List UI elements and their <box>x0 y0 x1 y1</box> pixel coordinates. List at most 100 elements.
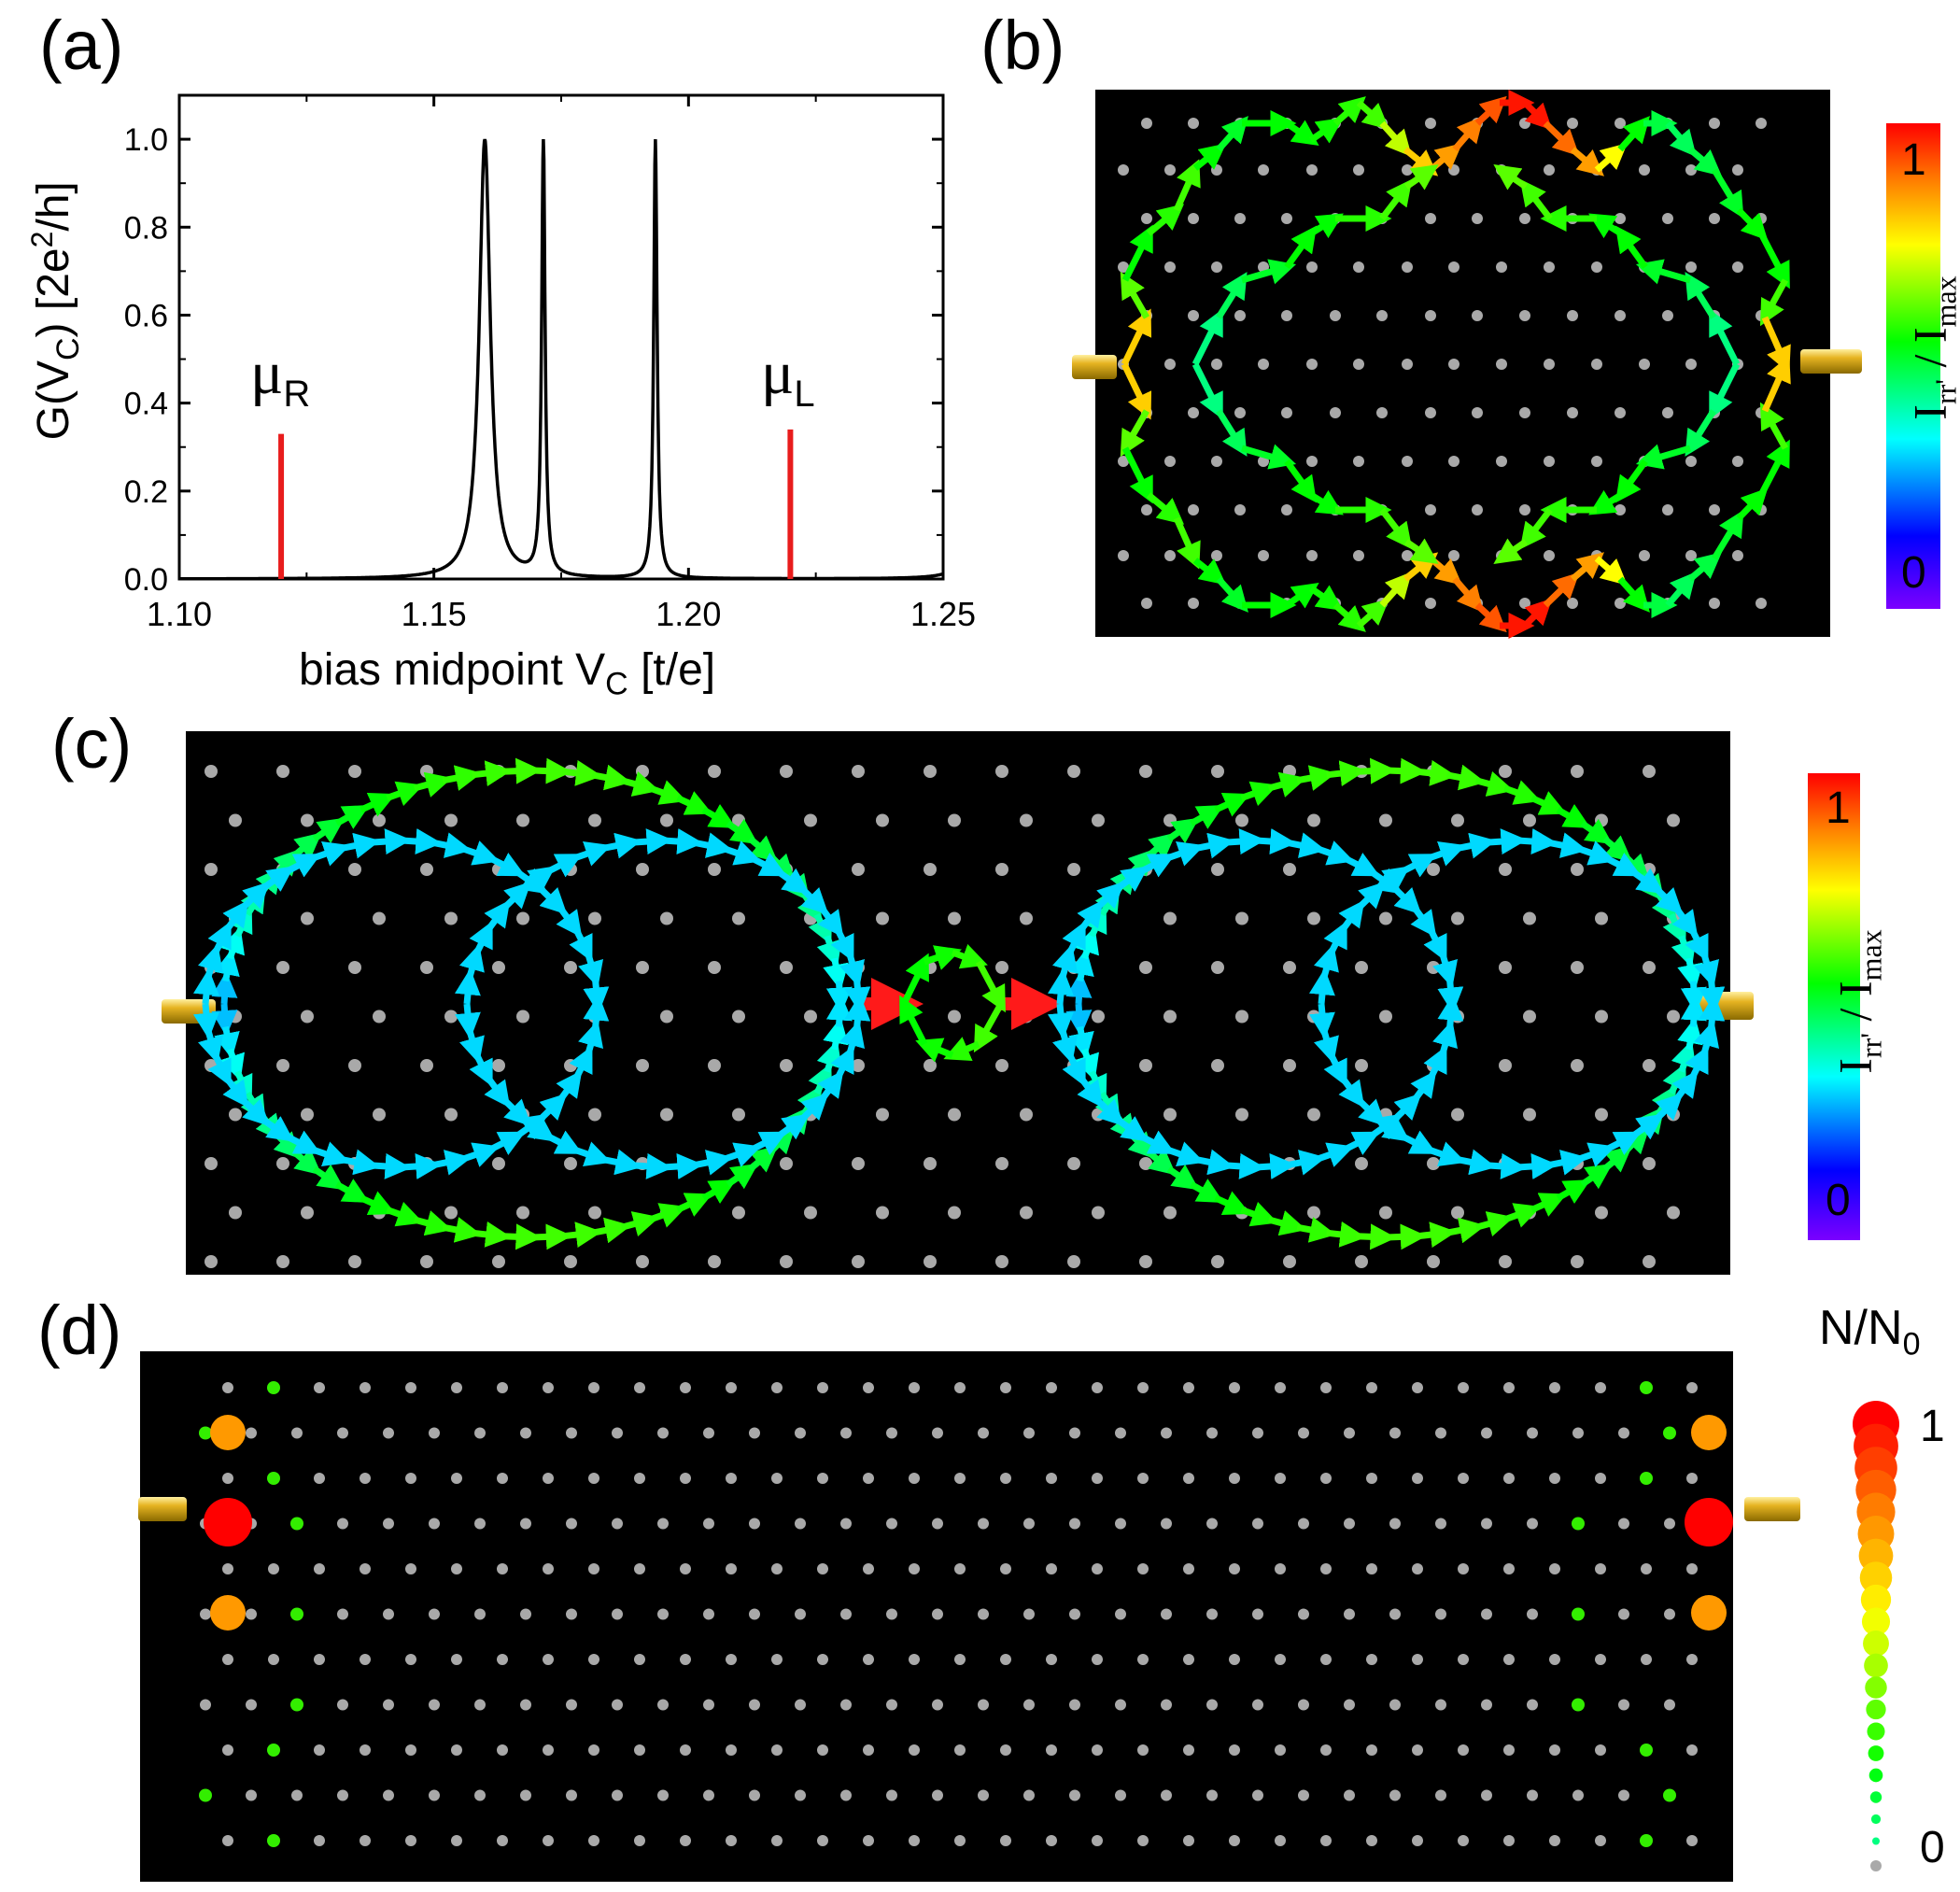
lattice-site <box>1163 1108 1177 1122</box>
lattice-site <box>703 1789 714 1801</box>
bond-current-arrow <box>1173 159 1201 212</box>
lattice-site <box>474 1789 486 1801</box>
bond-current-arrow <box>1588 489 1623 515</box>
lattice-site <box>1161 1699 1172 1711</box>
bond-current-arrow <box>1530 791 1567 815</box>
lattice-site <box>564 961 577 974</box>
bond-current-arrow <box>211 1003 238 1037</box>
lattice-site <box>817 1563 828 1574</box>
lattice-site <box>1685 456 1697 467</box>
bond-current-arrow <box>1241 444 1297 470</box>
lattice-site <box>1115 1427 1126 1439</box>
lattice-site <box>1229 1473 1240 1484</box>
bond-current-arrow <box>255 866 283 897</box>
bond-current-arrow <box>1757 232 1790 289</box>
lattice-site <box>1503 1654 1515 1665</box>
lattice-site <box>948 813 961 827</box>
bond-current-arrow <box>722 1142 762 1167</box>
bond-current-arrow <box>591 1217 632 1244</box>
lattice-site <box>444 1206 458 1220</box>
lattice-site <box>1643 765 1656 778</box>
lattice-site <box>348 863 361 876</box>
bond-current-arrow <box>1094 885 1121 917</box>
lattice-site <box>863 1563 874 1574</box>
colorbar-d-dot <box>1868 1768 1883 1783</box>
lattice-site <box>1412 1382 1423 1393</box>
bond-current-arrow <box>255 1111 283 1142</box>
lattice-site <box>1591 359 1602 370</box>
lattice-site <box>1662 310 1673 321</box>
lattice-site <box>1344 1518 1355 1530</box>
bond-current-arrow <box>1486 1152 1528 1179</box>
lattice-site <box>1183 1382 1194 1393</box>
lattice-site <box>1519 504 1530 515</box>
lattice-site <box>780 1059 793 1072</box>
bond-current-arrow <box>455 968 481 1005</box>
bond-current-arrow <box>1048 968 1074 1005</box>
lattice-site <box>314 1835 325 1846</box>
bond-current-arrow <box>1427 1141 1467 1166</box>
lattice-site <box>732 813 745 827</box>
bond-current-arrow <box>915 1038 954 1063</box>
lattice-site <box>1527 1699 1538 1711</box>
lattice-site <box>876 1010 889 1024</box>
lattice-site <box>954 1382 966 1393</box>
lattice-site <box>276 863 289 876</box>
occupied-site-low <box>1663 1788 1676 1802</box>
occupied-site-low <box>267 1834 280 1847</box>
lattice-site <box>732 1108 745 1122</box>
lattice-site <box>1667 911 1680 925</box>
lattice-site <box>1664 1608 1675 1620</box>
lattice-site <box>1499 1255 1512 1268</box>
bond-current-arrow <box>1630 868 1665 895</box>
bond-current-arrow <box>1286 1150 1327 1176</box>
bond-current-arrow <box>207 1052 232 1087</box>
lattice-site <box>924 765 937 778</box>
bond-current-arrow <box>431 832 472 858</box>
colorbar-c-label-end-sub: max <box>1854 929 1888 981</box>
lattice-site <box>1591 456 1602 467</box>
colorbar-d-dot <box>1856 1492 1896 1532</box>
lattice-site <box>1472 598 1483 609</box>
lattice-site <box>795 1427 806 1439</box>
bond-current-arrow <box>1379 572 1412 608</box>
lattice-site <box>795 1608 806 1620</box>
lattice-site <box>1591 164 1602 176</box>
colorbar-d-label-sub: 0 <box>1902 1326 1921 1363</box>
lattice-site <box>1000 1744 1011 1756</box>
lattice-site <box>852 961 865 974</box>
lattice-site <box>1137 1563 1149 1574</box>
lattice-site <box>852 1157 865 1170</box>
bond-current-arrow <box>825 994 853 1027</box>
bond-current-arrow <box>1284 459 1318 503</box>
colorbar-d-dot <box>1870 1814 1882 1825</box>
bond-current-arrow <box>1192 362 1223 420</box>
lattice-site <box>660 1108 673 1122</box>
lattice-site <box>1571 1255 1584 1268</box>
lattice-site <box>1572 1427 1584 1439</box>
bond-current-arrow <box>501 1223 543 1250</box>
bond-current-arrow <box>1309 585 1344 611</box>
mu-r-symbol: μ <box>250 339 284 407</box>
lattice-site <box>708 765 721 778</box>
lattice-site <box>932 1699 943 1711</box>
bond-current-arrow <box>1326 1221 1367 1248</box>
y-tick-label: 0.8 <box>124 210 168 246</box>
bond-current-arrow <box>1622 1126 1650 1155</box>
bond-current-arrow <box>1255 1153 1297 1179</box>
lattice-site <box>978 1518 989 1530</box>
occupied-site-low <box>267 1472 280 1485</box>
lattice-site <box>1307 1108 1320 1122</box>
lattice-site <box>1389 1789 1401 1801</box>
lattice-site <box>1523 813 1536 827</box>
bond-current-arrow <box>1138 1130 1177 1154</box>
bond-current-arrow <box>1216 409 1248 457</box>
lattice-site <box>1667 1108 1680 1122</box>
lattice-site <box>314 1654 325 1665</box>
lattice-site <box>1283 863 1296 876</box>
bond-current-arrow <box>261 866 295 892</box>
bond-current-arrow <box>1432 952 1459 988</box>
lattice-site <box>1141 504 1152 515</box>
lattice-site <box>1283 765 1296 778</box>
lattice-site <box>1472 504 1483 515</box>
